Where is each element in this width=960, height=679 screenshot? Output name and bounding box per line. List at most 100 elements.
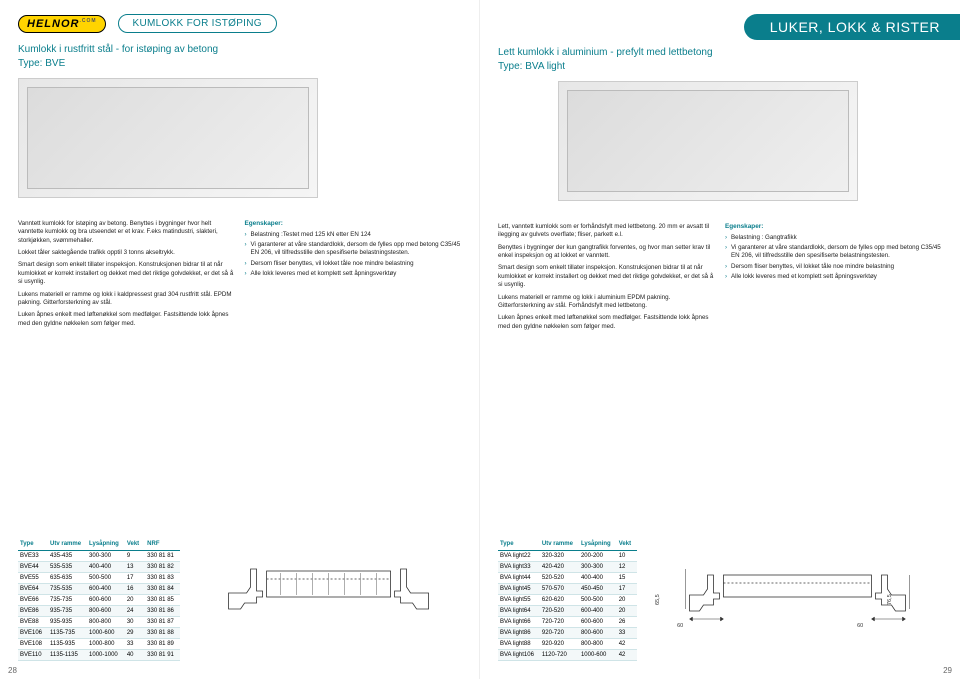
props-heading: Egenskaper: (245, 220, 462, 229)
table-cell: 450-450 (579, 584, 617, 595)
right-col-desc: Lett, vanntett kumlokk som er forhåndsfy… (498, 223, 715, 335)
right-bottom: TypeUtv rammeLysåpningVekt BVA light2232… (498, 539, 942, 661)
table-header: Lysåpning (87, 539, 125, 551)
para: Vanntett kumlokk for istøping av betong.… (18, 220, 235, 245)
table-cell: BVA light33 (498, 562, 540, 573)
table-cell: 420-420 (540, 562, 579, 573)
table-cell: 330 81 88 (145, 628, 180, 639)
table-cell: 300-300 (87, 551, 125, 562)
table-cell: 330 81 87 (145, 617, 180, 628)
left-title-line1: Kumlokk i rustfritt stål - for istøping … (18, 43, 461, 57)
table-cell: 330 81 81 (145, 551, 180, 562)
table-cell: 330 81 85 (145, 595, 180, 606)
table-cell: 935-735 (48, 606, 87, 617)
para: Luken åpnes enkelt med løftenøkkel som m… (18, 311, 235, 328)
table-header: Type (498, 539, 540, 551)
brand-suffix: .COM (79, 18, 96, 24)
table-cell: BVA light64 (498, 606, 540, 617)
brand-logo: HELNOR.COM (18, 15, 106, 33)
list-item: Dersom fliser benyttes, vil lokket tåle … (725, 263, 942, 271)
table-cell: 29 (125, 628, 145, 639)
category-pill: KUMLOKK FOR ISTØPING (118, 14, 277, 33)
table-row: BVA light44520-520400-40015 (498, 573, 637, 584)
table-cell: 800-800 (87, 617, 125, 628)
right-table: TypeUtv rammeLysåpningVekt BVA light2232… (498, 539, 637, 661)
left-title-line2: Type: BVE (18, 57, 461, 71)
table-cell: BVE55 (18, 573, 48, 584)
props-list: Belastning : Gangtrafikk Vi garanterer a… (725, 234, 942, 282)
table-cell: 935-935 (48, 617, 87, 628)
table-cell: 16 (125, 584, 145, 595)
table-cell: 300-300 (579, 562, 617, 573)
table-cell: BVA light22 (498, 551, 540, 562)
table-cell: 330 81 86 (145, 606, 180, 617)
table-cell: 500-500 (579, 595, 617, 606)
table-cell: 920-920 (540, 639, 579, 650)
table-cell: 400-400 (579, 573, 617, 584)
page-left: HELNOR.COM KUMLOKK FOR ISTØPING Kumlokk … (0, 0, 480, 679)
list-item: Dersom fliser benyttes, vil lokket tåle … (245, 260, 462, 268)
table-cell: 20 (125, 595, 145, 606)
left-bottom: TypeUtv rammeLysåpningVektNRF BVE33435-4… (18, 539, 461, 661)
brand-text: HELNOR (27, 18, 79, 30)
dim-h1: 60 (677, 623, 683, 629)
table-cell: 400-400 (87, 562, 125, 573)
table-cell: 33 (125, 639, 145, 650)
list-item: Alle lokk leveres med et komplett sett å… (245, 270, 462, 278)
table-cell: 720-520 (540, 606, 579, 617)
table-row: BVE86935-735800-60024330 81 86 (18, 606, 180, 617)
table-cell: 26 (617, 617, 637, 628)
table-row: BVA light86920-720800-60033 (498, 628, 637, 639)
table-row: BVE1061135-7351000-60029330 81 88 (18, 628, 180, 639)
left-product-photo (18, 78, 318, 198)
table-row: BVE55635-635500-50017330 81 83 (18, 573, 180, 584)
table-cell: 1000-800 (87, 639, 125, 650)
table-cell: 600-600 (579, 617, 617, 628)
table-cell: BVA light88 (498, 639, 540, 650)
table-row: BVE66735-735600-60020330 81 85 (18, 595, 180, 606)
table-cell: 1120-720 (540, 650, 579, 661)
left-columns: Vanntett kumlokk for istøping av betong.… (18, 220, 461, 332)
table-cell: BVA light55 (498, 595, 540, 606)
table-cell: 570-570 (540, 584, 579, 595)
table-header: Vekt (125, 539, 145, 551)
table-cell: 800-800 (579, 639, 617, 650)
para: Lukens materiell er ramme og lokk i kald… (18, 291, 235, 308)
table-cell: BVA light45 (498, 584, 540, 595)
para: Lukens materiell er ramme og lokk i alum… (498, 294, 715, 311)
table-cell: 13 (125, 562, 145, 573)
table-cell: 9 (125, 551, 145, 562)
left-subtitle: Kumlokk i rustfritt stål - for istøping … (18, 43, 461, 70)
table-cell: 330 81 91 (145, 650, 180, 661)
table-cell: 42 (617, 639, 637, 650)
right-title-line1: Lett kumlokk i aluminium - prefylt med l… (498, 46, 942, 60)
right-diagram: 65,5 76,5 60 60 (653, 545, 942, 635)
table-cell: 800-600 (87, 606, 125, 617)
table-cell: 1000-600 (579, 650, 617, 661)
left-col-props: Egenskaper: Belastning :Testet med 125 k… (245, 220, 462, 332)
right-columns: Lett, vanntett kumlokk som er forhåndsfy… (498, 223, 942, 335)
table-cell: BVE86 (18, 606, 48, 617)
table-cell: BVA light106 (498, 650, 540, 661)
table-cell: 500-500 (87, 573, 125, 584)
table-cell: 535-535 (48, 562, 87, 573)
table-cell: BVE106 (18, 628, 48, 639)
table-cell: 17 (125, 573, 145, 584)
table-row: BVA light88920-920800-80042 (498, 639, 637, 650)
table-cell: 520-520 (540, 573, 579, 584)
table-row: BVA light45570-570450-45017 (498, 584, 637, 595)
table-cell: 40 (125, 650, 145, 661)
section-band: LUKER, LOKK & RISTER (744, 14, 960, 40)
table-cell: 800-600 (579, 628, 617, 639)
table-header: Utv ramme (540, 539, 579, 551)
header-row: HELNOR.COM KUMLOKK FOR ISTØPING (18, 14, 461, 33)
table-row: BVA light33420-420300-30012 (498, 562, 637, 573)
table-row: BVE33435-435300-3009330 81 81 (18, 551, 180, 562)
table-cell: 600-400 (87, 584, 125, 595)
para: Smart design som enkelt tillater inspeks… (18, 261, 235, 286)
table-row: BVA light22320-320200-20010 (498, 551, 637, 562)
table-row: BVE88935-935800-80030330 81 87 (18, 617, 180, 628)
table-header: Lysåpning (579, 539, 617, 551)
para: Smart design som enkelt tillater inspeks… (498, 264, 715, 289)
para: Lokket tåler saktegående trafikk opptil … (18, 249, 235, 257)
